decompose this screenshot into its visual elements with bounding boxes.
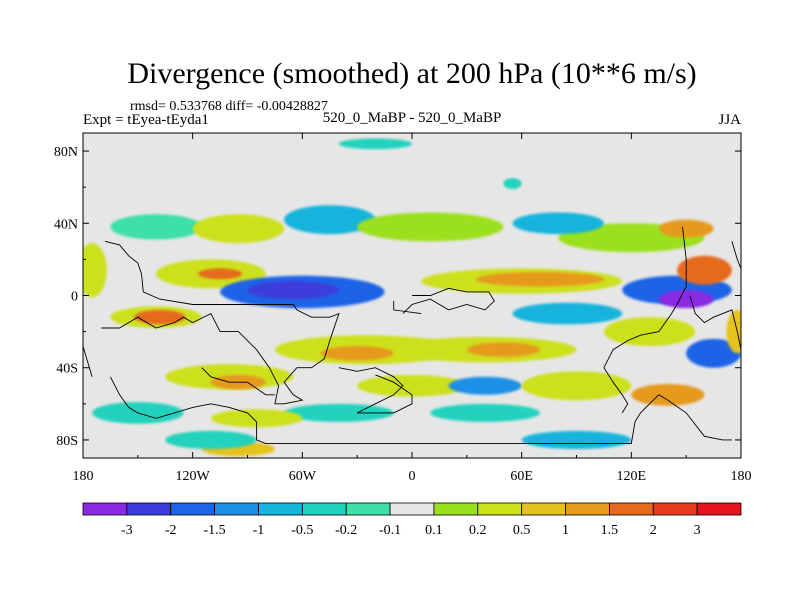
stats-text: rmsd= 0.533768 diff= -0.00428827 — [130, 99, 328, 114]
field-blob — [198, 268, 243, 280]
colorbar-swatch — [126, 502, 172, 516]
field-blob — [521, 430, 632, 449]
x-tick-label: 120W — [176, 469, 211, 484]
x-axis: 180 120W 60W 0 60E 120E 180 — [73, 133, 752, 484]
coastline — [338, 367, 413, 414]
colorbar-label: -1 — [253, 523, 265, 538]
field-blob — [83, 243, 107, 298]
y-axis: 80N 40N 0 40S 80S — [54, 145, 741, 449]
x-tick-label: 60E — [510, 469, 533, 484]
x-tick-label: 0 — [409, 469, 416, 484]
x-tick-label: 180 — [731, 469, 752, 484]
field-blob — [247, 281, 339, 300]
colorbar-swatch — [345, 502, 391, 516]
colorbar-swatch — [565, 502, 610, 516]
coastline — [109, 376, 732, 445]
coastline — [731, 241, 741, 269]
field-blob — [357, 212, 504, 242]
colorbar-swatch — [214, 502, 259, 516]
field-blob — [521, 371, 632, 401]
field-blob — [603, 317, 696, 347]
colorbar-label: -3 — [121, 523, 133, 538]
coastline — [201, 367, 275, 396]
field-blob — [512, 212, 604, 235]
field-blob — [357, 374, 467, 397]
colorbar-label: 0.2 — [469, 523, 487, 538]
y-tick-label: 40S — [56, 362, 78, 377]
field-blob — [631, 383, 705, 406]
coastline — [83, 345, 93, 377]
colorbar-label: -0.1 — [379, 523, 401, 538]
divergence-field — [83, 138, 741, 457]
x-tick-label: 120E — [617, 469, 647, 484]
center-label: 520_0_MaBP - 520_0_MaBP — [323, 110, 502, 126]
coastline — [393, 300, 422, 315]
y-tick-label: 80S — [56, 434, 78, 449]
field-blob — [658, 290, 714, 309]
field-blob — [338, 138, 413, 150]
colorbar-label: -1.5 — [204, 523, 226, 538]
colorbar-swatch — [82, 502, 128, 516]
y-tick-label: 40N — [54, 217, 78, 232]
field-blob — [134, 309, 186, 325]
colorbar-label: -2 — [165, 523, 177, 538]
field-blob — [677, 255, 732, 285]
colorbar-label: -0.2 — [335, 523, 357, 538]
colorbar-swatch — [477, 502, 523, 516]
colorbar: -3 -2 -1.5 -1 -0.5 -0.2 -0.1 0.1 0.2 0.5 1 1.5 2 3 — [82, 502, 742, 538]
experiment-label: Expt = tEyea-tEyda1 — [83, 112, 209, 128]
field-blob — [512, 302, 623, 325]
season-label: JJA — [718, 112, 741, 128]
field-blob — [466, 342, 540, 357]
chart-title: Divergence (smoothed) at 200 hPa (10**6 … — [127, 57, 696, 90]
field-blob — [210, 409, 303, 428]
field-blob — [448, 376, 522, 395]
field-blob — [320, 346, 394, 361]
colorbar-swatch — [696, 502, 742, 516]
colorbar-label: 0.5 — [513, 523, 531, 538]
field-blob — [284, 205, 376, 235]
colorbar-swatch — [258, 502, 303, 516]
coastline — [402, 287, 495, 314]
field-blob — [430, 403, 540, 422]
field-blob — [110, 214, 202, 240]
field-blob — [658, 219, 714, 238]
coastline — [101, 240, 340, 405]
colorbar-swatch — [609, 502, 654, 516]
coastline — [603, 226, 687, 414]
colorbar-swatch — [301, 502, 347, 516]
colorbar-swatch — [521, 502, 566, 516]
colorbar-label: 0.1 — [425, 523, 443, 538]
colorbar-label: 2 — [650, 523, 657, 538]
field-blob — [475, 272, 604, 287]
x-tick-label: 180 — [73, 469, 94, 484]
coastlines — [83, 226, 741, 445]
coastline — [689, 295, 741, 350]
field-blob — [192, 214, 285, 244]
field-blob — [726, 309, 741, 354]
colorbar-label: -0.5 — [291, 523, 313, 538]
field-blob — [503, 178, 522, 189]
colorbar-label: 1.5 — [601, 523, 619, 538]
colorbar-swatch — [652, 502, 698, 516]
colorbar-label: 3 — [694, 523, 701, 538]
y-tick-label: 80N — [54, 145, 78, 160]
x-tick-label: 60W — [289, 469, 317, 484]
y-tick-label: 0 — [71, 290, 78, 305]
field-blob — [165, 430, 257, 449]
colorbar-swatch — [389, 502, 435, 516]
colorbar-label: 1 — [562, 523, 569, 538]
colorbar-swatch — [170, 502, 216, 516]
field-blob — [686, 338, 741, 368]
colorbar-swatch — [433, 502, 479, 516]
